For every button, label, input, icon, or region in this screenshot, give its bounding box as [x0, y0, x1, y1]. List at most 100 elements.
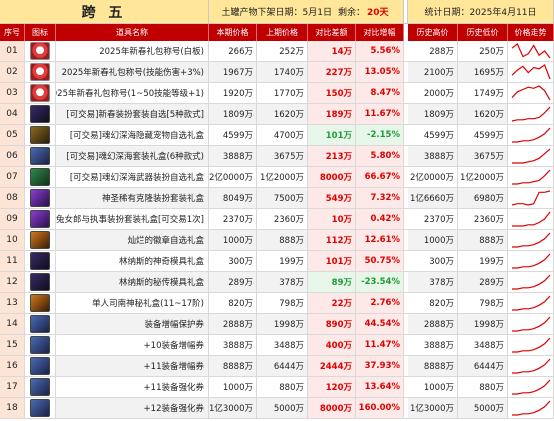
item-icon-cell [25, 104, 56, 124]
table-row[interactable]: 06 [可交易]魂幻深海套装礼盒(6种款式) 3888万 3675万 213万 5.80%… [0, 146, 554, 167]
history-high: 1亿6660万 [408, 188, 458, 208]
dark-module-icon [30, 252, 50, 270]
trend-cell [508, 62, 554, 82]
column-gap [404, 62, 408, 82]
table-row[interactable]: 14 装备增幅保护券 2888万 1998万 890万 44.54% 2888万 1998万 [0, 314, 554, 335]
current-price: 1967万 [209, 62, 257, 82]
trend-line [511, 43, 550, 59]
table-row[interactable]: 16 +11装备增幅券 8888万 6444万 2444万 37.93% 8888万 6444… [0, 356, 554, 377]
previous-price: 7500万 [257, 188, 308, 208]
price-change-percent: 11.67% [356, 104, 404, 124]
table-row[interactable]: 02 2025年新春礼包称号(技能伤害+3%) 1967万 1740万 227万 13.0… [0, 62, 554, 83]
price-change-percent: 0.42% [356, 209, 404, 229]
table-row[interactable]: 08 神圣稀有克隆装扮套装礼盒 8049万 7500万 549万 7.32% 1亿6660万… [0, 188, 554, 209]
row-no: 11 [0, 251, 25, 271]
item-icon-cell [25, 356, 56, 376]
trend-line [511, 106, 550, 122]
header-diff: 对比差额 [308, 24, 356, 41]
header-now: 本期价格 [209, 24, 257, 41]
header-no: 序号 [0, 24, 25, 41]
table-row[interactable]: 10 灿烂的徽章自选礼盒 1000万 888万 112万 12.61% 1000万 888万 [0, 230, 554, 251]
current-price: 1920万 [209, 83, 257, 103]
current-price: 1000万 [209, 377, 257, 397]
history-low: 6980万 [458, 188, 508, 208]
item-name: [可交易]魂幻深海隐藏宠物自选礼盒 [56, 125, 209, 145]
trend-cell [508, 335, 554, 355]
history-low: 2360万 [458, 209, 508, 229]
table-row[interactable]: 07 [可交易]魂幻深海武器装扮自选礼盒 2亿0000万 1亿2000万 8000万 66… [0, 167, 554, 188]
history-high: 2888万 [408, 314, 458, 334]
price-trend-sparkline [511, 85, 551, 101]
table-row[interactable]: 11 林纳斯的神奇模具礼盒 300万 199万 101万 50.75% 300万 199万 [0, 251, 554, 272]
table-row[interactable]: 04 [可交易]新春装扮套装自选[5种款式] 1809万 1620万 189万 11.67… [0, 104, 554, 125]
item-icon-cell [25, 251, 56, 271]
previous-price: 1770万 [257, 83, 308, 103]
price-change-percent: 160.00% [356, 398, 404, 418]
history-low: 5000万 [458, 398, 508, 418]
table-row[interactable]: 03 2025年新春礼包称号(1~50技能等级+1) 1920万 1770万 150万 8… [0, 83, 554, 104]
trend-line [511, 274, 550, 290]
previous-price: 199万 [257, 251, 308, 271]
price-trend-sparkline [511, 253, 550, 269]
price-difference: 400万 [308, 335, 356, 355]
green-weapon-icon [30, 168, 50, 186]
item-icon-cell [25, 41, 56, 61]
dark-avatar-icon [30, 105, 50, 123]
price-change-percent: 37.93% [356, 356, 404, 376]
item-name: 灿烂的徽章自选礼盒 [56, 230, 209, 250]
table-row[interactable]: 18 +12装备强化券 1亿3000万 5000万 8000万 160.00% 1亿3000… [0, 398, 554, 419]
item-name: +12装备强化券 [56, 398, 209, 418]
item-name: 装备增幅保护券 [56, 314, 209, 334]
current-price: 300万 [209, 251, 257, 271]
header-pct: 对比增幅 [356, 24, 404, 41]
table-row[interactable]: 12 林纳斯的秘传模具礼盒 289万 378万 89万 -23.54% 378万 289万 [0, 272, 554, 293]
current-price: 1000万 [209, 230, 257, 250]
trend-line [511, 400, 550, 416]
history-high: 4599万 [408, 125, 458, 145]
table-row[interactable]: 13 单人司南神秘礼盒(11~17阶) 820万 798万 22万 2.76% 820万 79… [0, 293, 554, 314]
row-no: 09 [0, 209, 25, 229]
item-name: 单人司南神秘礼盒(11~17阶) [56, 293, 209, 313]
trend-cell [508, 188, 554, 208]
table-row[interactable]: 15 +10装备增幅券 3888万 3488万 400万 11.47% 3888万 3488万 [0, 335, 554, 356]
table-row[interactable]: 09 兔女郎与执事装扮套装礼盒[可交易1次] 2370万 2360万 10万 0.42% 2… [0, 209, 554, 230]
previous-price: 798万 [257, 293, 308, 313]
item-name: 2025年新春礼包称号(1~50技能等级+1) [56, 83, 209, 103]
stat-date: 2025年4月11日 [469, 8, 537, 18]
purple-crystal-icon [30, 210, 50, 228]
previous-price: 888万 [257, 230, 308, 250]
item-icon-cell [25, 377, 56, 397]
delist-date: 5月1日 [302, 8, 332, 18]
column-gap [404, 377, 408, 397]
item-name: 2025年新春礼包称号(技能伤害+3%) [56, 62, 209, 82]
row-no: 12 [0, 272, 25, 292]
price-trend-sparkline [511, 295, 550, 311]
row-no: 17 [0, 377, 25, 397]
header-prev: 上期价格 [257, 24, 308, 41]
table-row[interactable]: 01 2025年新春礼包称号(白板) 266万 252万 14万 5.56% 288万 250… [0, 41, 554, 62]
column-gap [404, 251, 408, 271]
header-name: 道具名称 [56, 24, 209, 41]
gold-chest-icon [30, 126, 50, 144]
price-trend-sparkline [511, 274, 550, 290]
price-change-percent: 44.54% [356, 314, 404, 334]
orange-sword-icon [30, 294, 50, 312]
column-gap [404, 272, 408, 292]
table-row[interactable]: 17 +11装备强化券 1000万 880万 120万 13.64% 1000万 880万 [0, 377, 554, 398]
price-difference: 227万 [308, 62, 356, 82]
item-name: 神圣稀有克隆装扮套装礼盒 [56, 188, 209, 208]
red-giftbox-icon [30, 63, 50, 81]
price-change-percent: -2.15% [356, 125, 404, 145]
history-high: 2亿0000万 [408, 167, 458, 187]
row-no: 13 [0, 293, 25, 313]
history-low: 798万 [458, 293, 508, 313]
row-no: 05 [0, 125, 25, 145]
current-price: 4599万 [209, 125, 257, 145]
price-difference: 120万 [308, 377, 356, 397]
history-high: 3888万 [408, 146, 458, 166]
price-difference: 101万 [308, 251, 356, 271]
previous-price: 6444万 [257, 356, 308, 376]
table-row[interactable]: 05 [可交易]魂幻深海隐藏宠物自选礼盒 4599万 4700万 101万 -2.15% 4… [0, 125, 554, 146]
previous-price: 880万 [257, 377, 308, 397]
blue-scroll-icon [30, 315, 50, 333]
